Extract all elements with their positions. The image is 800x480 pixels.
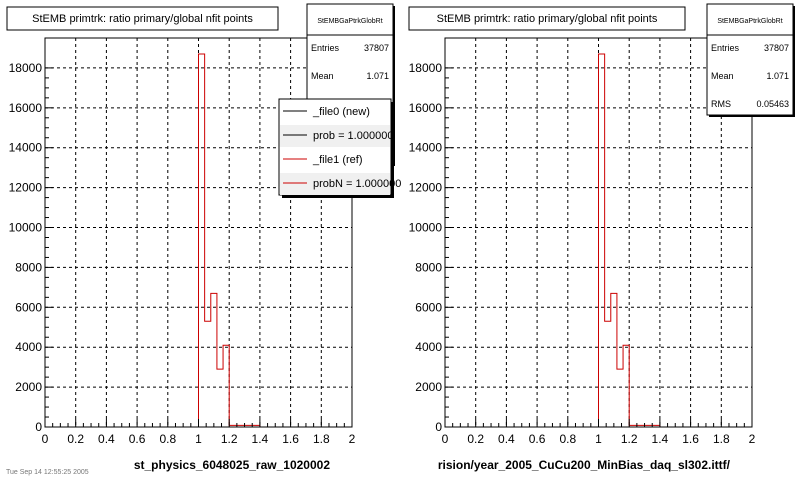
histogram-bin <box>199 54 205 427</box>
x-axis-label: st_physics_6048025_raw_1020002 <box>134 458 330 472</box>
legend-row-bg <box>280 173 390 195</box>
y-tick-label: 2000 <box>415 380 442 394</box>
stats-value-entries: 37807 <box>364 43 389 53</box>
stats-value-entries: 37807 <box>764 43 789 53</box>
stats-box <box>706 3 794 116</box>
x-tick-label: 1.2 <box>221 432 238 446</box>
y-tick-label: 12000 <box>9 181 43 195</box>
x-tick-label: 1 <box>595 432 602 446</box>
y-tick-label: 0 <box>435 420 442 434</box>
x-tick-label: 2 <box>749 432 756 446</box>
chart-title: StEMB primtrk: ratio primary/global nfit… <box>437 13 658 25</box>
histogram-bin <box>217 369 223 427</box>
stats-label-rms: RMS <box>711 99 731 109</box>
x-tick-label: 1.2 <box>621 432 638 446</box>
histogram-bin <box>211 293 217 427</box>
y-tick-label: 4000 <box>415 340 442 354</box>
y-tick-label: 8000 <box>15 260 42 274</box>
y-tick-label: 14000 <box>9 141 43 155</box>
histogram-bin <box>223 345 229 427</box>
stats-label-mean: Mean <box>711 71 734 81</box>
x-tick-label: 0 <box>442 432 449 446</box>
histogram-bin <box>205 321 211 427</box>
histogram-bin <box>623 345 629 427</box>
stats-value-mean: 1.071 <box>366 71 389 81</box>
x-tick-label: 0.4 <box>498 432 515 446</box>
title-box <box>408 6 686 31</box>
stats-value-rms: 0.05463 <box>756 99 789 109</box>
x-tick-label: 1.4 <box>252 432 269 446</box>
x-tick-label: 1.4 <box>652 432 669 446</box>
legend-entry-label: _file0 (new) <box>312 106 370 118</box>
x-tick-label: 2 <box>349 432 356 446</box>
x-tick-label: 1.8 <box>713 432 730 446</box>
legend-entry-label: prob = 1.000000 <box>313 130 393 142</box>
stats-label-entries: Entries <box>311 43 340 53</box>
y-tick-label: 10000 <box>409 221 443 235</box>
x-tick-label: 0.2 <box>67 432 84 446</box>
y-tick-label: 16000 <box>409 101 443 115</box>
chart-title: StEMB primtrk: ratio primary/global nfit… <box>32 13 253 25</box>
y-tick-label: 6000 <box>415 300 442 314</box>
x-tick-label: 0.6 <box>529 432 546 446</box>
x-axis-label: rision/year_2005_CuCu200_MinBias_daq_sl3… <box>438 458 731 472</box>
legend-entry-label: _file1 (ref) <box>312 154 363 166</box>
y-tick-label: 16000 <box>9 101 43 115</box>
histogram-panel-left: 0 0.2 0.4 0.6 0.8 1 1.2 1.4 1.6 1.8 2 0 2000 4000 6000… <box>6 3 401 472</box>
y-tick-label: 10000 <box>9 221 43 235</box>
x-tick-label: 0 <box>42 432 49 446</box>
histogram-bin <box>599 54 605 427</box>
histogram-panel-right: 0 0.2 0.4 0.6 0.8 1 1.2 1.4 1.6 1.8 2 0 2000 4000 6000… <box>408 3 795 472</box>
histogram-bin <box>611 293 617 427</box>
legend-entry-label: probN = 1.000000 <box>313 178 401 190</box>
x-tick-label: 0.6 <box>129 432 146 446</box>
x-tick-label: 1.6 <box>682 432 699 446</box>
stats-label-entries: Entries <box>711 43 740 53</box>
footer-timestamp: Tue Sep 14 12:55:25 2005 <box>6 469 89 476</box>
y-tick-label: 12000 <box>409 181 443 195</box>
y-tick-label: 0 <box>35 420 42 434</box>
stats-name: StEMBGaPtrkGlobRt <box>717 18 782 25</box>
x-tick-label: 0.8 <box>559 432 576 446</box>
stats-value-mean: 1.071 <box>766 71 789 81</box>
legend-row-bg <box>280 125 390 147</box>
y-tick-label: 6000 <box>15 300 42 314</box>
y-tick-label: 18000 <box>409 61 443 75</box>
y-tick-label: 4000 <box>15 340 42 354</box>
stats-label-mean: Mean <box>311 71 334 81</box>
title-box <box>6 6 279 31</box>
histogram-bin <box>617 369 623 427</box>
y-tick-label: 8000 <box>415 260 442 274</box>
y-tick-label: 18000 <box>9 61 43 75</box>
x-tick-label: 0.8 <box>159 432 176 446</box>
x-tick-label: 0.4 <box>98 432 115 446</box>
x-tick-label: 1 <box>195 432 202 446</box>
histogram-bin <box>605 321 611 427</box>
y-tick-label: 2000 <box>15 380 42 394</box>
x-tick-label: 0.2 <box>467 432 484 446</box>
x-tick-label: 1.8 <box>313 432 330 446</box>
x-tick-label: 1.6 <box>282 432 299 446</box>
stats-name: StEMBGaPtrkGlobRt <box>317 18 382 25</box>
y-tick-label: 14000 <box>409 141 443 155</box>
